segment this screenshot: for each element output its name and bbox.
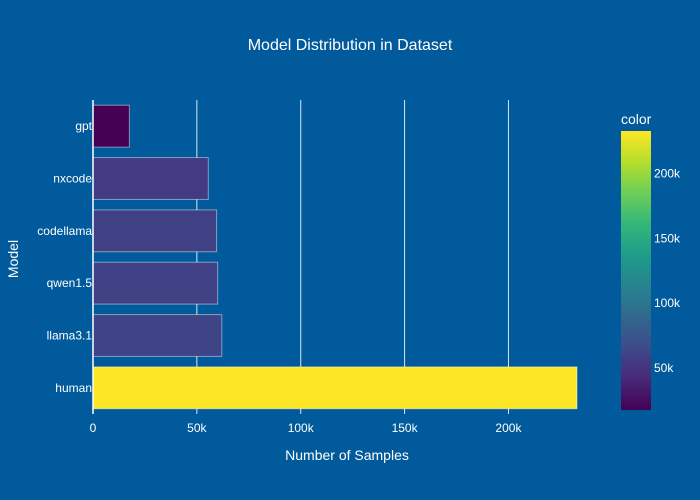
y-axis-title: Model — [5, 240, 21, 278]
colorbar-tick-label: 100k — [654, 296, 681, 310]
bars — [92, 104, 578, 410]
colorbar-tick-label: 200k — [654, 167, 681, 181]
bar-gpt — [92, 104, 130, 148]
y-tick-label: human — [55, 381, 92, 395]
colorbar-tick-label: 150k — [654, 231, 681, 245]
bar-qwen1-5 — [92, 261, 219, 305]
plot-area — [92, 100, 578, 414]
y-tick-label: gpt — [75, 119, 92, 133]
chart-title: Model Distribution in Dataset — [248, 37, 453, 54]
colorbar: color 50k 100k 150k 200k — [621, 111, 681, 410]
x-axis-ticks: 0 50k 100k 150k 200k — [90, 421, 523, 435]
colorbar-ticks: 50k 100k 150k 200k — [654, 167, 681, 375]
bar-llama3-1 — [92, 314, 223, 357]
x-tick-label: 200k — [495, 421, 522, 435]
y-tick-label: nxcode — [53, 172, 92, 186]
colorbar-tick-label: 50k — [654, 361, 674, 375]
x-tick-label: 0 — [90, 421, 97, 435]
y-axis-ticks: gpt nxcode codellama qwen1.5 llama3.1 human — [37, 119, 92, 395]
x-axis-title: Number of Samples — [285, 447, 409, 463]
colorbar-title: color — [621, 111, 652, 127]
x-tick-label: 50k — [187, 421, 207, 435]
bar-nxcode — [92, 157, 209, 200]
y-tick-label: llama3.1 — [47, 329, 93, 343]
x-tick-label: 150k — [392, 421, 419, 435]
grid-lines — [196, 100, 509, 414]
x-tick-label: 100k — [288, 421, 315, 435]
y-tick-label: codellama — [37, 224, 92, 238]
colorbar-gradient — [621, 131, 651, 410]
y-tick-label: qwen1.5 — [47, 276, 93, 290]
bar-codellama — [92, 209, 218, 253]
bar-human — [92, 366, 578, 410]
